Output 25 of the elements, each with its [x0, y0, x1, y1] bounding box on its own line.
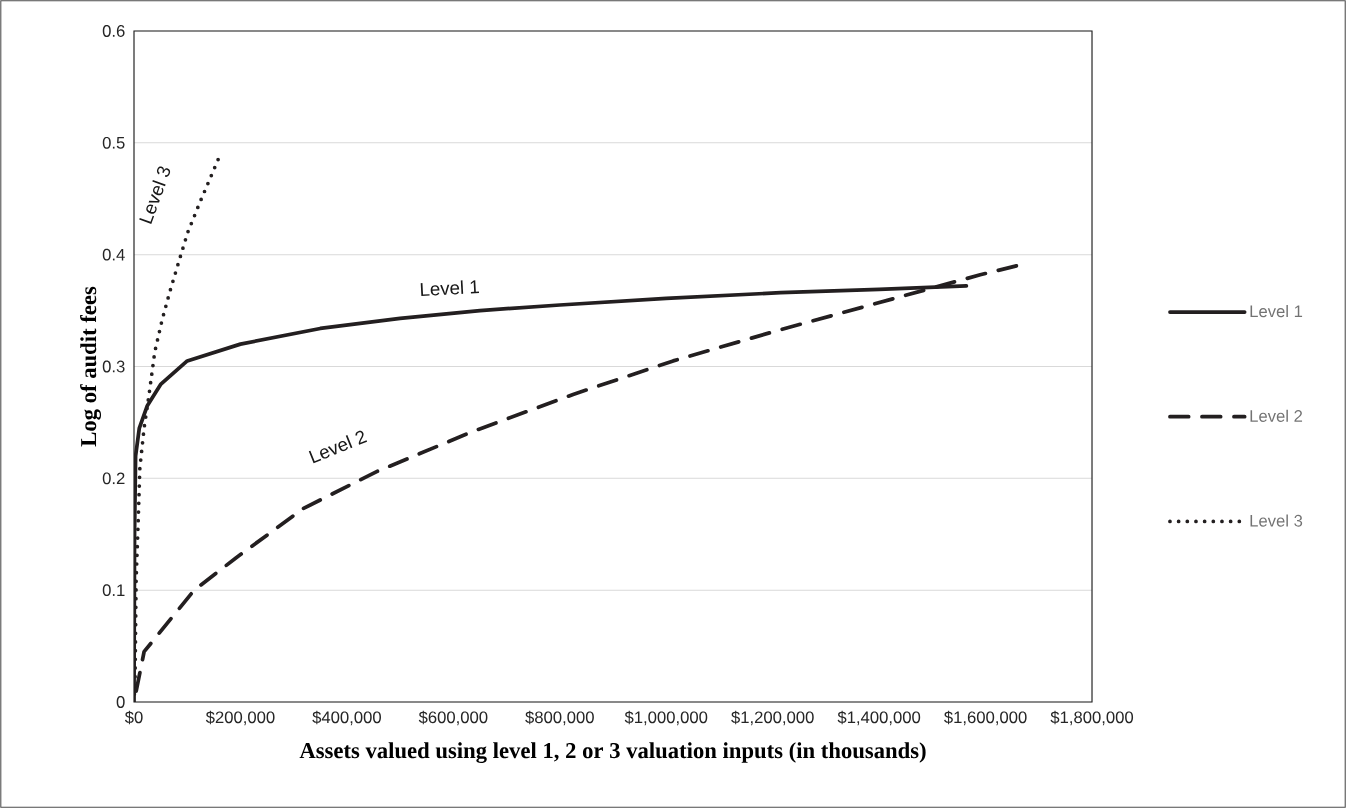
legend-label: Level 1 — [1250, 304, 1303, 318]
y-tick-label: 0.4 — [102, 248, 125, 261]
y-tick-label: 0.6 — [102, 25, 125, 37]
x-tick-label: $600,000 — [418, 710, 488, 726]
annotation: Level 1 — [420, 280, 480, 297]
y-axis-title: Log of audit fees — [80, 286, 102, 447]
x-tick-label: $1,600,000 — [944, 710, 1027, 726]
x-tick-label: $1,800,000 — [1050, 710, 1134, 726]
y-tick-label: 0.1 — [102, 584, 125, 597]
legend-label: Level 3 — [1250, 514, 1303, 527]
y-tick-label: 0 — [116, 696, 125, 708]
x-tick-label: $400,000 — [312, 710, 381, 726]
annotation: Level 2 — [308, 430, 368, 464]
legend-label: Level 2 — [1250, 409, 1303, 422]
x-tick-label: $1,200,000 — [731, 710, 814, 726]
y-tick-label: 0.5 — [102, 136, 125, 149]
x-tick-label: $1,000,000 — [624, 710, 708, 726]
annotation: Level 3 — [139, 166, 171, 224]
x-tick-label: $800,000 — [525, 710, 594, 726]
x-tick-label: $0 — [124, 710, 143, 725]
x-tick-label: $1,400,000 — [837, 710, 921, 726]
x-tick-label: $200,000 — [205, 710, 275, 726]
y-tick-label: 0.2 — [102, 472, 125, 485]
y-tick-label: 0.3 — [102, 360, 125, 373]
x-axis-title: Assets valued using level 1, 2 or 3 valuation inputs (in thousands) — [299, 742, 926, 764]
